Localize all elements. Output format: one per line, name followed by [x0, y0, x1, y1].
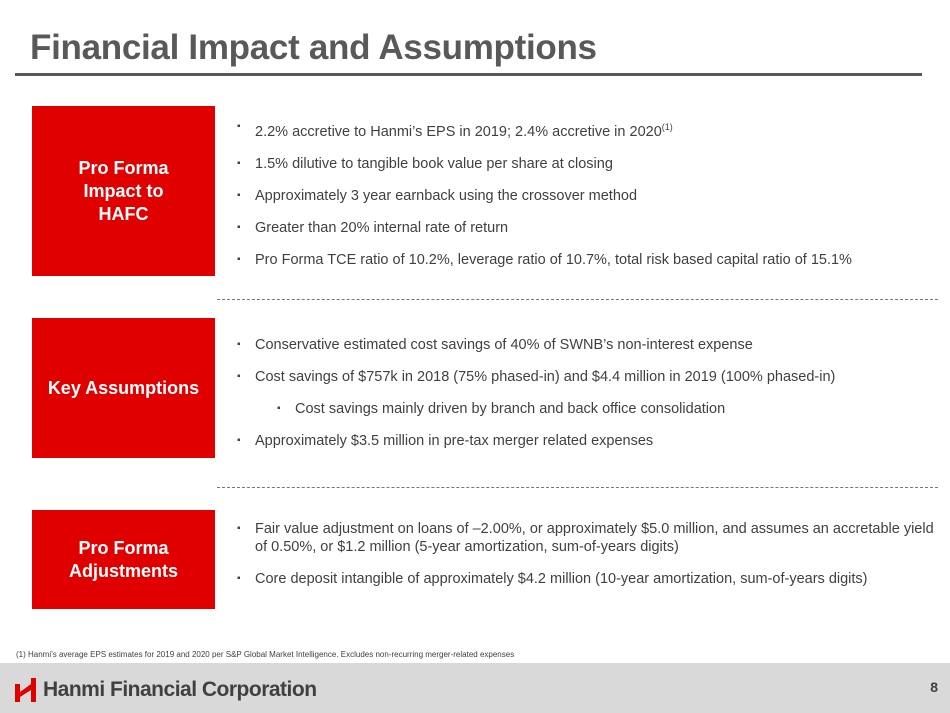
pro-forma-impact-bullets: 2.2% accretive to Hanmi’s EPS in 2019; 2…: [237, 118, 937, 269]
bullet-text: Cost savings mainly driven by branch and…: [295, 401, 726, 417]
bullet-text: Pro Forma TCE ratio of 10.2%, leverage r…: [255, 251, 852, 268]
logo-text: Hanmi Financial Corporation: [43, 678, 317, 701]
section-label-pro-forma-adjustments: Pro Forma Adjustments: [32, 510, 215, 609]
footnote: (1) Hanmi’s average EPS estimates for 20…: [16, 650, 515, 659]
bullet: Approximately 3 year earnback using the …: [237, 187, 937, 205]
hanmi-logo-icon: [15, 678, 36, 702]
footer: Hanmi Financial Corporation 8: [0, 663, 950, 713]
bullet-text: Approximately $3.5 million in pre-tax me…: [255, 433, 654, 449]
section-label-text: Pro Forma Impact to HAFC: [78, 157, 169, 224]
bullet: Conservative estimated cost savings of 4…: [237, 336, 937, 354]
bullet-text: Core deposit intangible of approximately…: [255, 571, 868, 587]
bullet: Core deposit intangible of approximately…: [237, 570, 937, 588]
bullet: 1.5% dilutive to tangible book value per…: [237, 155, 937, 173]
sub-bullet: Cost savings mainly driven by branch and…: [277, 400, 937, 418]
bullet: Approximately $3.5 million in pre-tax me…: [237, 432, 937, 450]
bullet-text: 2.2% accretive to Hanmi’s EPS in 2019; 2…: [255, 123, 662, 140]
bullet-text: Fair value adjustment on loans of –2.00%…: [255, 521, 934, 555]
section-label-key-assumptions: Key Assumptions: [32, 318, 215, 458]
bullet: 2.2% accretive to Hanmi’s EPS in 2019; 2…: [237, 118, 937, 141]
pro-forma-adjustments-bullets: Fair value adjustment on loans of –2.00%…: [237, 520, 937, 588]
title-divider: [15, 73, 922, 76]
bullet: Cost savings of $757k in 2018 (75% phase…: [237, 368, 937, 386]
bullet-text: Greater than 20% internal rate of return: [255, 219, 509, 236]
page-number: 8: [930, 679, 938, 695]
bullet: Pro Forma TCE ratio of 10.2%, leverage r…: [237, 251, 937, 269]
bullet-text: Cost savings of $757k in 2018 (75% phase…: [255, 369, 836, 385]
section-label-text: Pro Forma Adjustments: [68, 537, 178, 581]
bullet: Fair value adjustment on loans of –2.00%…: [237, 520, 937, 556]
company-logo: Hanmi Financial Corporation: [15, 678, 317, 702]
page-title: Financial Impact and Assumptions: [30, 28, 597, 67]
bullet-text: Approximately 3 year earnback using the …: [255, 187, 638, 204]
section-label-text: Key Assumptions: [47, 377, 200, 398]
section-divider: [217, 299, 938, 300]
footnote-ref: (1): [661, 122, 673, 132]
bullet-text: 1.5% dilutive to tangible book value per…: [255, 155, 613, 172]
section-divider: [217, 487, 938, 488]
bullet: Greater than 20% internal rate of return: [237, 219, 937, 237]
section-label-pro-forma-impact: Pro Forma Impact to HAFC: [32, 106, 215, 276]
bullet-text: Conservative estimated cost savings of 4…: [255, 337, 753, 353]
key-assumptions-bullets: Conservative estimated cost savings of 4…: [237, 336, 937, 450]
